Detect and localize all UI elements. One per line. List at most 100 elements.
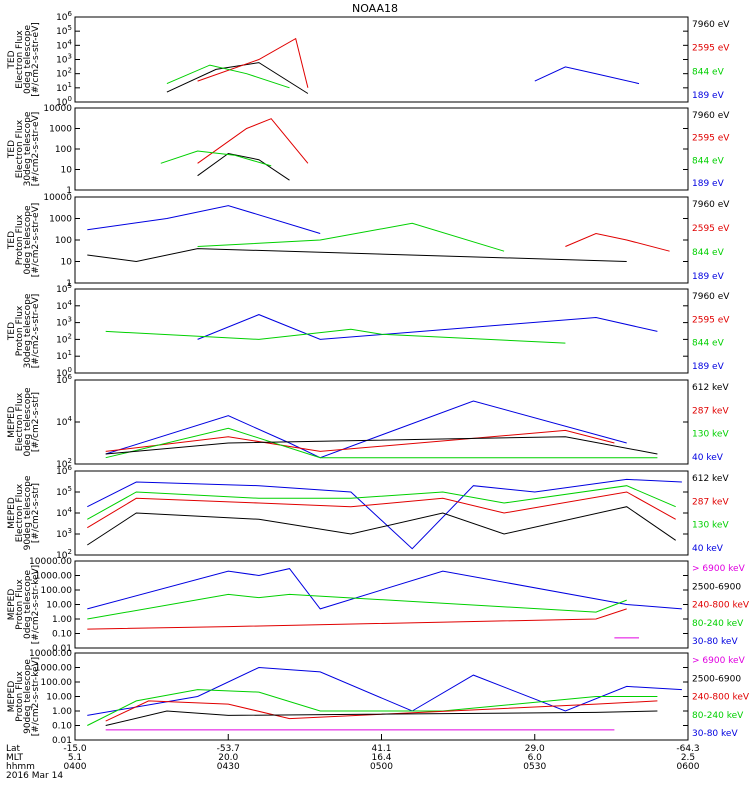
series-line-blue xyxy=(105,400,627,459)
y-axis-label: [#/cm2-s-str-keV] xyxy=(31,657,41,736)
legend-entry: 844 eV xyxy=(692,248,725,258)
x-axis-footer: Lat -15.0 -53.7 41.1 29.0 -64.3 MLT 5.1 20.0 16.4… xyxy=(6,734,700,781)
legend-entry: 189 eV xyxy=(692,362,725,372)
series-line-red xyxy=(105,700,658,722)
y-axis-label: 0deg telescope xyxy=(23,387,33,457)
y-tick-label: 10.00 xyxy=(46,601,72,611)
y-tick-label: 100 xyxy=(56,366,72,379)
y-axis-label: Proton Flux xyxy=(15,579,25,630)
panel-frame xyxy=(74,379,689,465)
y-axis-label: Electron Flux xyxy=(15,483,25,542)
series-line-red xyxy=(565,232,670,252)
x-tick-label: 0430 xyxy=(217,762,240,772)
y-tick-label: 10000 xyxy=(43,193,72,203)
series-line-blue xyxy=(534,66,640,85)
y-tick-label: 103 xyxy=(56,53,72,66)
legend-entry: 130 keV xyxy=(692,430,729,440)
series-line-red xyxy=(105,429,615,452)
y-axis-label: TED xyxy=(7,140,17,159)
y-axis-label: 0deg telescope xyxy=(23,570,33,640)
legend-entry: 7960 eV xyxy=(692,200,730,210)
y-tick-label: 0.10 xyxy=(52,630,72,640)
y-axis-label: Proton Flux xyxy=(15,305,25,356)
legend-entry: 130 keV xyxy=(692,521,729,531)
series-line-green xyxy=(105,427,658,459)
y-tick-label: 101 xyxy=(56,349,72,362)
panel-frame xyxy=(74,560,689,649)
series-line-red xyxy=(197,118,309,164)
legend-entry: 2595 eV xyxy=(692,44,730,54)
x-tick-label: 0500 xyxy=(370,762,393,772)
y-axis-label: Proton Flux xyxy=(15,214,25,265)
legend-entry: 30-80 keV xyxy=(692,729,738,739)
series-line-green xyxy=(87,485,676,520)
x-row-label: Lat xyxy=(6,744,21,754)
legend-entry: 189 eV xyxy=(692,91,725,101)
x-tick-label: -53.7 xyxy=(217,744,240,754)
y-tick-label: 10.00 xyxy=(46,693,72,703)
y-tick-label: 10 xyxy=(61,166,73,176)
legend-entry: 2595 eV xyxy=(692,134,730,144)
legend-entry: 2500-6900 xyxy=(692,582,741,592)
y-axis-label: [#/cm2-s-str] xyxy=(31,392,41,452)
legend-entry: 189 eV xyxy=(692,272,725,282)
x-row-label: MLT xyxy=(6,753,24,763)
legend-entry: 844 eV xyxy=(692,156,725,166)
y-axis-label: TED xyxy=(7,50,17,69)
legend-entry: 40 keV xyxy=(692,544,724,554)
series-line-green xyxy=(87,689,658,726)
x-tick-label: 6.0 xyxy=(528,753,543,763)
legend-entry: 7960 eV xyxy=(692,20,730,30)
y-axis-label: TED xyxy=(7,322,17,341)
y-tick-label: 104 xyxy=(56,38,72,51)
y-axis-label: 0deg telescope xyxy=(23,205,33,275)
series-line-black xyxy=(87,506,676,546)
y-axis-label: MEPED xyxy=(7,497,17,529)
panel-frame xyxy=(74,196,689,284)
series-line-green xyxy=(197,222,505,252)
x-tick-label: -15.0 xyxy=(63,744,87,754)
y-tick-label: 106 xyxy=(56,373,72,386)
y-tick-label: 10000.00 xyxy=(29,649,72,659)
y-tick-label: 105 xyxy=(56,24,72,37)
y-tick-label: 10 xyxy=(61,258,73,268)
series-line-black xyxy=(87,248,627,263)
legend-entry: > 6900 keV xyxy=(692,656,746,666)
y-axis-label: [#/cm2-s-str-keV] xyxy=(31,565,41,644)
y-tick-label: 100 xyxy=(55,145,72,155)
legend-entry: 612 keV xyxy=(692,474,729,484)
legend-entry: 2595 eV xyxy=(692,224,730,234)
x-tick-label: 41.1 xyxy=(371,744,391,754)
y-tick-label: 1.00 xyxy=(52,707,72,717)
series-line-blue xyxy=(87,478,682,550)
legend-entry: 240-800 keV xyxy=(692,693,750,703)
y-axis-label: [#/cm2-s-str-eV] xyxy=(31,294,41,369)
legend-entry: 2595 eV xyxy=(692,315,730,325)
y-tick-label: 104 xyxy=(56,506,72,519)
x-tick-label: 5.1 xyxy=(68,753,82,763)
legend-entry: 844 eV xyxy=(692,67,725,77)
y-tick-label: 100.00 xyxy=(41,586,73,596)
x-tick-label: -64.3 xyxy=(676,744,699,754)
y-axis-label: 90deg telescope xyxy=(23,659,33,734)
y-axis-label: MEPED xyxy=(7,589,17,621)
y-axis-label: 30deg telescope xyxy=(23,111,33,186)
legend-entry: > 6900 keV xyxy=(692,564,746,574)
series-line-green xyxy=(160,150,272,167)
y-axis-label: [#/cm2-s-str-eV] xyxy=(31,22,41,97)
series-line-black xyxy=(197,152,290,181)
y-axis-label: TED xyxy=(7,231,17,250)
series-line-green xyxy=(166,64,290,89)
y-tick-label: 106 xyxy=(56,464,72,477)
y-axis-label: Electron Flux xyxy=(15,392,25,451)
y-tick-label: 102 xyxy=(56,67,72,80)
y-tick-label: 0.01 xyxy=(52,644,72,654)
legend-entry: 287 keV xyxy=(692,406,729,416)
x-tick-label: 0400 xyxy=(64,762,87,772)
legend-entry: 7960 eV xyxy=(692,292,730,302)
series-line-black xyxy=(105,436,658,455)
x-tick-label: 0530 xyxy=(523,762,546,772)
